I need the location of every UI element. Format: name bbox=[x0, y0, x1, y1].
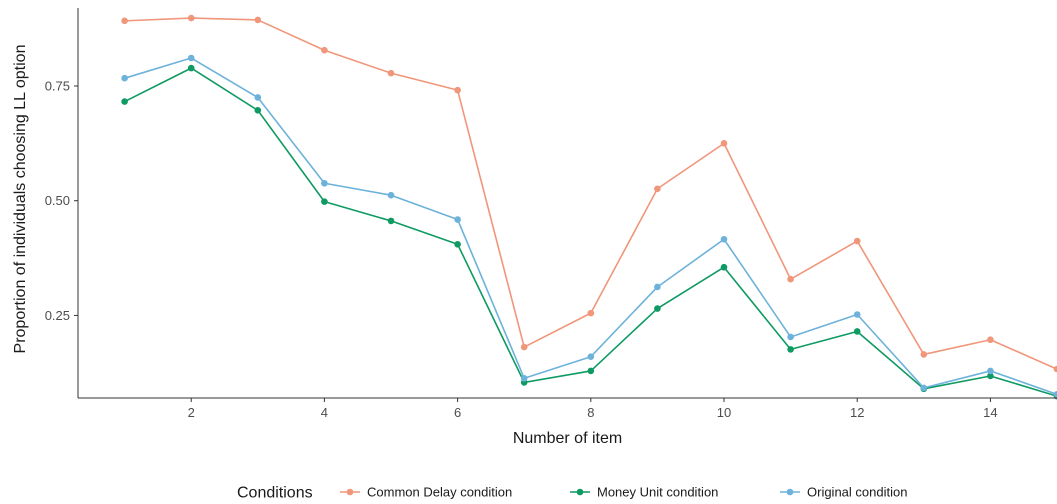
legend-label: Common Delay condition bbox=[367, 485, 512, 500]
series-line bbox=[124, 67, 1057, 397]
data-point bbox=[121, 17, 128, 25]
data-point bbox=[987, 372, 994, 380]
series-money-unit-condition bbox=[121, 64, 1057, 400]
data-point bbox=[254, 107, 262, 114]
data-point bbox=[787, 346, 794, 353]
legend-item: Money Unit condition bbox=[570, 485, 718, 500]
series-original-condition bbox=[121, 54, 1057, 398]
data-point bbox=[853, 328, 861, 335]
x-tick-labels: 2 4 6 8 10 12 14 bbox=[188, 405, 998, 420]
x-tick-label: 14 bbox=[983, 405, 997, 420]
data-point bbox=[121, 74, 128, 82]
data-point bbox=[187, 64, 195, 72]
data-point bbox=[254, 94, 262, 101]
data-point bbox=[1053, 391, 1057, 398]
data-point bbox=[1053, 365, 1057, 373]
data-point bbox=[321, 179, 328, 187]
legend-key-point bbox=[576, 488, 584, 496]
legend-item: Original condition bbox=[780, 485, 907, 500]
data-point bbox=[920, 351, 928, 358]
series-common-delay-condition bbox=[121, 14, 1057, 373]
x-tick-label: 6 bbox=[454, 405, 461, 420]
data-point bbox=[654, 283, 661, 291]
data-point bbox=[654, 305, 661, 312]
y-tick-labels: 0.25 0.50 0.75 bbox=[45, 79, 70, 323]
y-tick-label: 0.25 bbox=[45, 308, 70, 323]
data-point bbox=[720, 140, 728, 147]
legend-key-point bbox=[786, 488, 794, 496]
data-point bbox=[853, 237, 861, 245]
data-point bbox=[987, 336, 994, 344]
data-point bbox=[587, 367, 595, 375]
x-tick-label: 8 bbox=[587, 405, 594, 420]
legend-key-point bbox=[346, 488, 354, 496]
y-tick-label: 0.50 bbox=[45, 193, 70, 208]
data-point bbox=[454, 240, 461, 248]
data-point bbox=[387, 217, 395, 225]
data-point bbox=[520, 343, 528, 351]
legend-label: Original condition bbox=[807, 485, 907, 500]
data-point bbox=[720, 263, 728, 271]
data-point bbox=[587, 353, 595, 361]
x-axis-title: Number of item bbox=[513, 430, 622, 447]
data-point bbox=[454, 216, 461, 223]
x-tick-label: 4 bbox=[321, 405, 328, 420]
data-point bbox=[853, 311, 861, 318]
legend: Conditions Common Delay condition Money U… bbox=[237, 485, 907, 502]
y-axis-title: Proportion of individuals choosing LL op… bbox=[12, 45, 29, 354]
data-point bbox=[587, 309, 595, 317]
legend-label: Money Unit condition bbox=[597, 485, 718, 500]
data-point bbox=[987, 367, 994, 375]
data-point bbox=[520, 374, 528, 382]
x-tick-label: 10 bbox=[717, 405, 731, 420]
data-point bbox=[187, 14, 195, 22]
series-layer bbox=[121, 14, 1057, 400]
x-tick-label: 12 bbox=[850, 405, 864, 420]
data-point bbox=[121, 98, 128, 105]
data-point bbox=[321, 198, 328, 205]
legend-title: Conditions bbox=[237, 485, 313, 502]
data-point bbox=[187, 54, 195, 62]
data-point bbox=[387, 69, 395, 77]
data-point bbox=[254, 16, 262, 24]
axis-ticks bbox=[74, 85, 991, 402]
y-tick-label: 0.75 bbox=[45, 79, 70, 94]
data-point bbox=[654, 185, 661, 193]
legend-item: Common Delay condition bbox=[340, 485, 512, 500]
data-point bbox=[920, 384, 928, 392]
data-point bbox=[720, 235, 728, 243]
data-point bbox=[387, 191, 395, 199]
x-tick-label: 2 bbox=[188, 405, 195, 420]
data-point bbox=[787, 333, 794, 341]
series-line bbox=[124, 17, 1057, 370]
data-point bbox=[321, 46, 328, 54]
data-point bbox=[787, 275, 794, 283]
data-point bbox=[454, 86, 461, 94]
